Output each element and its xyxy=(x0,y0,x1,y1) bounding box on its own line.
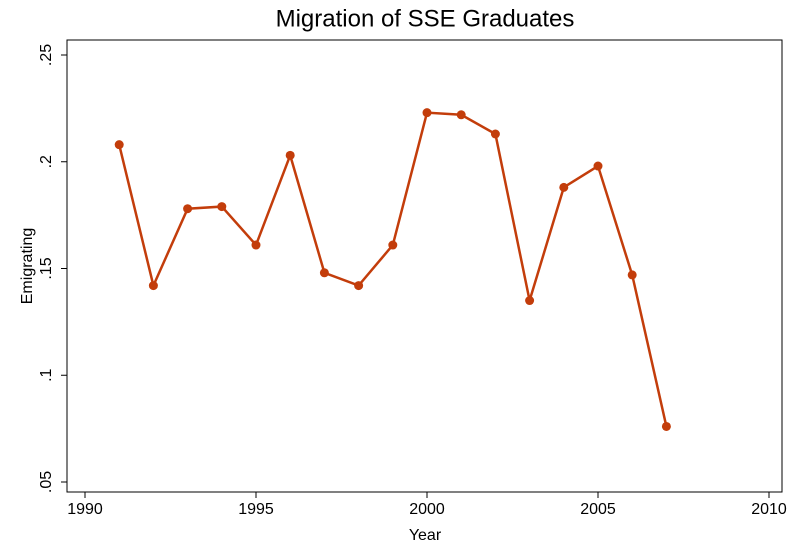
x-tick-label: 1990 xyxy=(67,501,103,518)
y-tick-label: .25 xyxy=(38,44,55,66)
y-axis-label: Emigrating xyxy=(19,228,36,304)
x-tick-label: 2005 xyxy=(580,501,616,518)
plot-frame xyxy=(66,39,783,493)
point xyxy=(114,140,124,150)
x-tick-label: 1995 xyxy=(238,501,274,518)
x-axis-label: Year xyxy=(409,527,442,544)
x-tick-label: 2010 xyxy=(751,501,787,518)
point xyxy=(490,129,500,139)
y-tick-label: .15 xyxy=(38,257,55,279)
y-tick-label: .2 xyxy=(38,155,55,168)
point xyxy=(319,268,329,278)
point xyxy=(593,161,603,171)
y-tick-label: .1 xyxy=(38,368,55,381)
point xyxy=(251,240,261,250)
point xyxy=(661,421,671,431)
y-tick-label: .05 xyxy=(38,471,55,493)
point xyxy=(354,281,364,291)
point xyxy=(148,281,158,291)
point xyxy=(422,108,432,118)
chart-title: Migration of SSE Graduates xyxy=(276,5,575,32)
point xyxy=(525,296,535,306)
point xyxy=(183,204,193,214)
point xyxy=(559,182,569,192)
point xyxy=(285,150,295,160)
point xyxy=(456,110,466,120)
point xyxy=(388,240,398,250)
x-tick-label: 2000 xyxy=(409,501,445,518)
point xyxy=(627,270,637,280)
point xyxy=(217,202,227,212)
